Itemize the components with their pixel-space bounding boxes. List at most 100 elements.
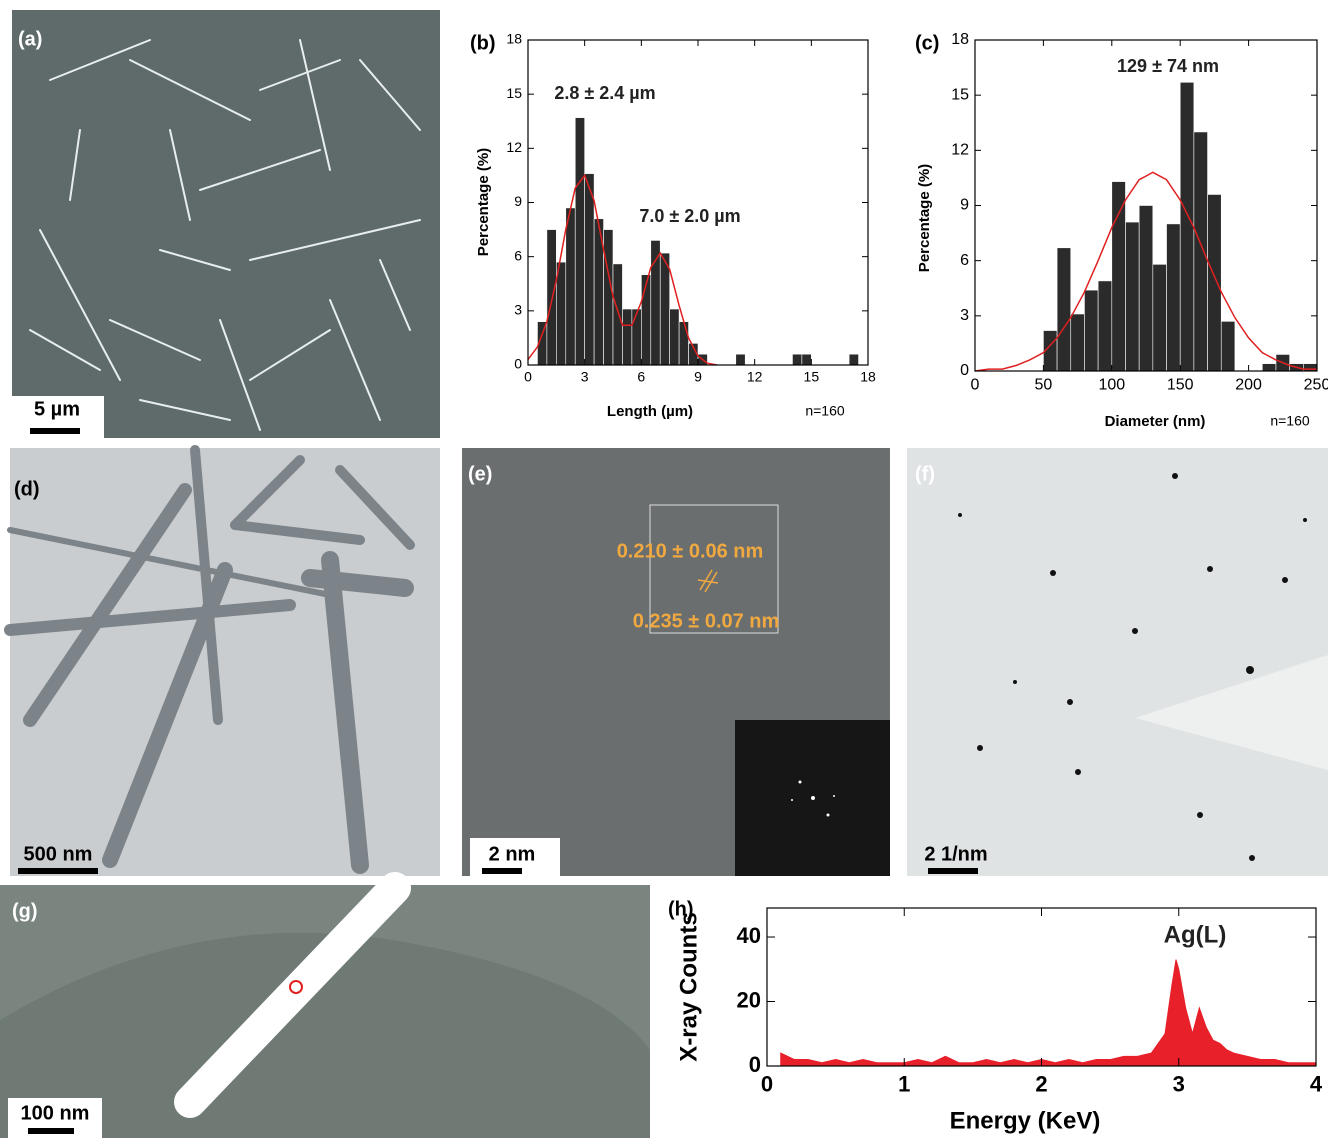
y-tick-label: 3 xyxy=(960,307,969,324)
bar xyxy=(679,322,688,365)
x-tick-label: 0 xyxy=(761,1072,773,1097)
bar xyxy=(1153,264,1167,371)
bar xyxy=(1139,206,1153,372)
panel-d: (d) 500 nm xyxy=(10,448,440,876)
bar xyxy=(1112,182,1126,371)
y-tick-label: 12 xyxy=(951,142,969,159)
bar xyxy=(802,354,811,365)
scale-bar xyxy=(28,1128,74,1134)
panel-label: (d) xyxy=(14,478,40,500)
scale-bar xyxy=(30,428,80,434)
y-tick-label: 0 xyxy=(960,362,969,379)
bar xyxy=(613,264,622,365)
panel-label: (c) xyxy=(915,32,939,54)
x-tick-label: 2 xyxy=(1035,1072,1047,1097)
scale-bar xyxy=(482,868,522,874)
x-tick-label: 150 xyxy=(1167,377,1194,394)
sample-size: n=160 xyxy=(805,403,845,419)
y-tick-label: 3 xyxy=(514,302,522,318)
y-tick-label: 20 xyxy=(737,987,761,1012)
x-tick-label: 0 xyxy=(971,377,980,394)
panel-a: (a) 5 µm xyxy=(12,10,440,438)
bar xyxy=(1125,222,1139,371)
plot-frame xyxy=(767,908,1316,1066)
panel-f: (f) 2 1/nm xyxy=(907,448,1328,876)
x-tick-label: 3 xyxy=(581,368,589,384)
bar xyxy=(1057,248,1071,371)
bar xyxy=(1167,224,1181,371)
x-tick-label: 4 xyxy=(1310,1072,1323,1097)
y-axis-label: Percentage (%) xyxy=(475,148,492,256)
y-tick-label: 18 xyxy=(506,31,522,47)
scale-bar-label: 100 nm xyxy=(21,1102,90,1124)
scale-bar xyxy=(928,868,978,874)
x-tick-label: 18 xyxy=(860,368,876,384)
bar xyxy=(670,309,679,365)
y-tick-label: 9 xyxy=(960,197,969,214)
x-axis-label: Energy (KeV) xyxy=(950,1107,1101,1134)
annotation: 2.8 ± 2.4 µm xyxy=(554,83,655,103)
scale-bar-label: 500 nm xyxy=(24,843,93,865)
x-tick-label: 50 xyxy=(1035,377,1053,394)
spectrum xyxy=(781,960,1316,1066)
scale-bar xyxy=(18,868,98,874)
scale-bar-label: 2 nm xyxy=(489,843,536,865)
y-axis-label: Percentage (%) xyxy=(916,164,933,272)
panel-g: (g) 100 nm xyxy=(0,885,650,1138)
bar xyxy=(1208,194,1222,371)
page: (a) 5 µm (d) 500 nm 0.210 ± 0.06 nm 0.23… xyxy=(0,0,1328,1138)
lattice-spacing: 0.210 ± 0.06 nm xyxy=(617,540,764,562)
y-tick-label: 0 xyxy=(749,1052,761,1077)
bar xyxy=(660,253,669,365)
scale-bar-label: 2 1/nm xyxy=(924,843,987,865)
y-tick-label: 6 xyxy=(514,247,522,263)
x-tick-label: 12 xyxy=(747,368,763,384)
bar xyxy=(736,354,745,365)
scale-bar-label: 5 µm xyxy=(34,398,80,420)
panel-label: (a) xyxy=(18,28,42,50)
bar xyxy=(575,118,584,365)
x-tick-label: 15 xyxy=(804,368,820,384)
bar xyxy=(1098,281,1112,371)
annotation: 129 ± 74 nm xyxy=(1117,56,1219,76)
bar xyxy=(1180,82,1194,371)
annotation: Ag(L) xyxy=(1164,921,1227,948)
x-tick-label: 1 xyxy=(898,1072,910,1097)
y-tick-label: 15 xyxy=(951,86,969,103)
panel-e: 0.210 ± 0.06 nm 0.235 ± 0.07 nm (e) 2 nm xyxy=(462,448,890,876)
panel-label: (e) xyxy=(468,463,492,485)
x-tick-label: 3 xyxy=(1173,1072,1185,1097)
bar xyxy=(641,275,650,365)
figure: (a) 5 µm (d) 500 nm 0.210 ± 0.06 nm 0.23… xyxy=(0,0,1328,1138)
bar xyxy=(1194,132,1208,371)
x-tick-label: 100 xyxy=(1098,377,1125,394)
x-axis-label: Diameter (nm) xyxy=(1105,413,1206,430)
bar xyxy=(566,208,575,365)
sem-image xyxy=(12,10,440,438)
panel-label: (g) xyxy=(12,900,38,922)
annotation: 7.0 ± 2.0 µm xyxy=(639,206,740,226)
bar xyxy=(556,262,565,365)
bar xyxy=(1084,290,1098,371)
x-tick-label: 200 xyxy=(1235,377,1262,394)
y-tick-label: 6 xyxy=(960,252,969,269)
bar xyxy=(632,309,641,365)
x-tick-label: 6 xyxy=(637,368,645,384)
bar xyxy=(585,174,594,365)
x-axis-label: Length (µm) xyxy=(607,403,693,420)
x-tick-label: 0 xyxy=(524,368,532,384)
bar xyxy=(849,354,858,365)
bar xyxy=(1262,364,1276,371)
bar xyxy=(547,230,556,365)
y-tick-label: 0 xyxy=(514,356,522,372)
bar xyxy=(1071,314,1085,371)
y-tick-label: 15 xyxy=(506,85,522,101)
panel-label: (b) xyxy=(470,32,496,54)
bar xyxy=(1221,321,1235,371)
sample-size: n=160 xyxy=(1270,413,1310,429)
x-tick-label: 250 xyxy=(1304,377,1328,394)
bar xyxy=(792,354,801,365)
